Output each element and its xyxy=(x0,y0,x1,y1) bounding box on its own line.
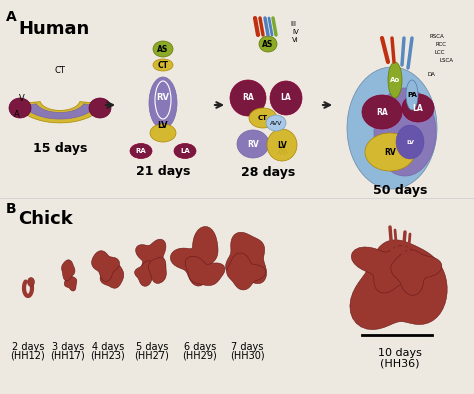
Text: LA: LA xyxy=(281,93,292,102)
Text: III: III xyxy=(290,21,296,27)
Ellipse shape xyxy=(267,129,297,161)
Text: RSCA: RSCA xyxy=(430,33,445,39)
Ellipse shape xyxy=(396,125,424,159)
Text: IV: IV xyxy=(292,29,299,35)
Ellipse shape xyxy=(153,59,173,71)
Ellipse shape xyxy=(259,36,277,52)
Ellipse shape xyxy=(266,115,286,131)
Text: LA: LA xyxy=(413,104,423,113)
Ellipse shape xyxy=(365,133,415,171)
Text: Ao: Ao xyxy=(390,77,400,83)
Text: (HH12): (HH12) xyxy=(10,351,46,361)
Ellipse shape xyxy=(230,80,266,116)
Polygon shape xyxy=(170,227,218,286)
Polygon shape xyxy=(391,250,442,295)
Text: LV: LV xyxy=(158,121,168,130)
Ellipse shape xyxy=(402,94,434,122)
Text: A: A xyxy=(6,10,17,24)
Polygon shape xyxy=(135,261,164,286)
Text: 3 days: 3 days xyxy=(52,342,84,352)
Text: RA: RA xyxy=(136,148,146,154)
Text: RV: RV xyxy=(156,93,170,102)
Text: 21 days: 21 days xyxy=(136,165,190,178)
Ellipse shape xyxy=(149,77,177,129)
Text: AS: AS xyxy=(157,45,169,54)
Polygon shape xyxy=(100,262,124,288)
Text: LCC: LCC xyxy=(435,50,446,54)
Ellipse shape xyxy=(249,108,277,128)
Polygon shape xyxy=(227,253,266,290)
Polygon shape xyxy=(351,245,423,293)
Text: CT: CT xyxy=(157,61,168,69)
Text: (HH36): (HH36) xyxy=(380,358,420,368)
Ellipse shape xyxy=(174,143,196,158)
Text: RCC: RCC xyxy=(436,41,447,46)
Text: LSCA: LSCA xyxy=(440,58,454,63)
Text: (HH29): (HH29) xyxy=(182,351,218,361)
Ellipse shape xyxy=(374,88,436,176)
Polygon shape xyxy=(136,239,166,281)
Ellipse shape xyxy=(388,62,402,98)
Text: PA: PA xyxy=(407,92,417,98)
Text: 10 days: 10 days xyxy=(378,348,422,358)
Text: LV: LV xyxy=(277,141,287,149)
Text: 28 days: 28 days xyxy=(241,165,295,178)
Text: (HH23): (HH23) xyxy=(91,351,126,361)
Ellipse shape xyxy=(270,81,302,115)
Text: Human: Human xyxy=(18,20,89,38)
Polygon shape xyxy=(350,240,447,330)
Text: RV: RV xyxy=(384,147,396,156)
Polygon shape xyxy=(24,104,96,119)
Text: B: B xyxy=(6,202,17,216)
Ellipse shape xyxy=(153,41,173,57)
Text: VI: VI xyxy=(292,37,299,43)
Text: RA: RA xyxy=(242,93,254,102)
Text: Chick: Chick xyxy=(18,210,73,228)
Text: RA: RA xyxy=(376,108,388,117)
Polygon shape xyxy=(91,251,119,281)
Ellipse shape xyxy=(89,98,111,118)
Ellipse shape xyxy=(237,130,269,158)
Ellipse shape xyxy=(150,124,176,142)
Polygon shape xyxy=(148,257,166,283)
Text: (HH30): (HH30) xyxy=(230,351,264,361)
Text: (HH27): (HH27) xyxy=(135,351,169,361)
Ellipse shape xyxy=(362,95,402,129)
Text: 5 days: 5 days xyxy=(136,342,168,352)
Ellipse shape xyxy=(9,98,31,118)
Text: LA: LA xyxy=(180,148,190,154)
Polygon shape xyxy=(62,260,75,281)
Text: LV: LV xyxy=(406,139,414,145)
Text: V: V xyxy=(19,93,25,102)
Text: 7 days: 7 days xyxy=(231,342,263,352)
Polygon shape xyxy=(185,256,225,286)
Text: A: A xyxy=(14,110,20,119)
Polygon shape xyxy=(64,276,77,291)
Text: (HH17): (HH17) xyxy=(51,351,85,361)
Text: CT: CT xyxy=(258,115,268,121)
Text: CT: CT xyxy=(55,65,65,74)
Text: RV: RV xyxy=(247,139,259,149)
Text: AS: AS xyxy=(263,39,273,48)
Text: 15 days: 15 days xyxy=(33,141,87,154)
Text: 50 days: 50 days xyxy=(373,184,427,197)
Polygon shape xyxy=(226,232,266,284)
Ellipse shape xyxy=(347,67,437,189)
Ellipse shape xyxy=(406,80,418,110)
Ellipse shape xyxy=(27,277,35,286)
Text: 6 days: 6 days xyxy=(184,342,216,352)
Text: DA: DA xyxy=(428,71,436,76)
Polygon shape xyxy=(17,102,103,123)
Text: AVV: AVV xyxy=(270,121,282,126)
Text: 2 days: 2 days xyxy=(12,342,44,352)
Ellipse shape xyxy=(130,143,152,158)
Text: 4 days: 4 days xyxy=(92,342,124,352)
